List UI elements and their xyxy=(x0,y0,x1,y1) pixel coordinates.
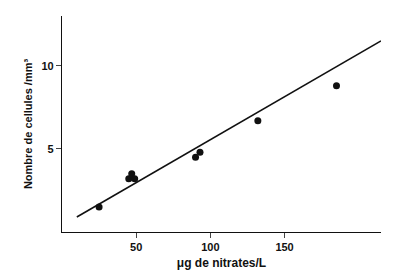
svg-text:150: 150 xyxy=(275,241,293,253)
svg-text:Nombre de cellules /mm³: Nombre de cellules /mm³ xyxy=(22,59,34,190)
svg-text:50: 50 xyxy=(130,241,142,253)
svg-text:100: 100 xyxy=(201,241,219,253)
svg-text:10: 10 xyxy=(41,60,53,72)
svg-text:5: 5 xyxy=(48,143,54,155)
svg-text:μg de nitrates/L: μg de nitrates/L xyxy=(177,256,266,270)
